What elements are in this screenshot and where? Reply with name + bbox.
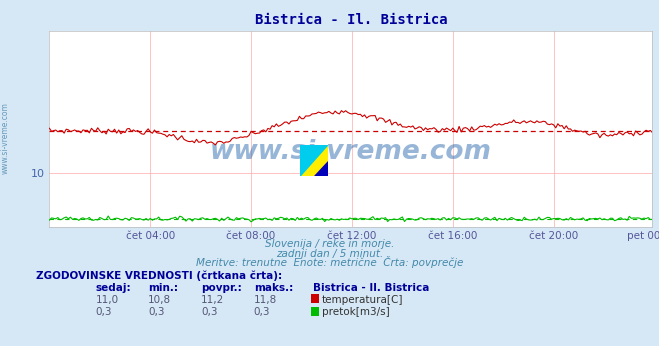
Text: 0,3: 0,3 (254, 307, 270, 317)
Text: Bistrica - Il. Bistrica: Bistrica - Il. Bistrica (313, 283, 430, 293)
Text: www.si-vreme.com: www.si-vreme.com (210, 139, 492, 165)
Title: Bistrica - Il. Bistrica: Bistrica - Il. Bistrica (254, 13, 447, 27)
Text: ZGODOVINSKE VREDNOSTI (črtkana črta):: ZGODOVINSKE VREDNOSTI (črtkana črta): (36, 270, 282, 281)
Text: 0,3: 0,3 (96, 307, 112, 317)
Text: zadnji dan / 5 minut.: zadnji dan / 5 minut. (276, 249, 383, 259)
Text: temperatura[C]: temperatura[C] (322, 295, 403, 305)
Text: povpr.:: povpr.: (201, 283, 242, 293)
Text: pretok[m3/s]: pretok[m3/s] (322, 307, 389, 317)
Text: min.:: min.: (148, 283, 179, 293)
Text: Meritve: trenutne  Enote: metrične  Črta: povprečje: Meritve: trenutne Enote: metrične Črta: … (196, 256, 463, 268)
Text: www.si-vreme.com: www.si-vreme.com (1, 102, 10, 174)
Text: 11,0: 11,0 (96, 295, 119, 305)
Polygon shape (300, 145, 328, 176)
Text: 11,8: 11,8 (254, 295, 277, 305)
Text: 0,3: 0,3 (148, 307, 165, 317)
Text: Slovenija / reke in morje.: Slovenija / reke in morje. (265, 239, 394, 249)
Text: 11,2: 11,2 (201, 295, 224, 305)
Text: maks.:: maks.: (254, 283, 293, 293)
Text: sedaj:: sedaj: (96, 283, 131, 293)
Polygon shape (314, 161, 328, 176)
Polygon shape (300, 145, 328, 176)
Text: 0,3: 0,3 (201, 307, 217, 317)
Text: 10,8: 10,8 (148, 295, 171, 305)
